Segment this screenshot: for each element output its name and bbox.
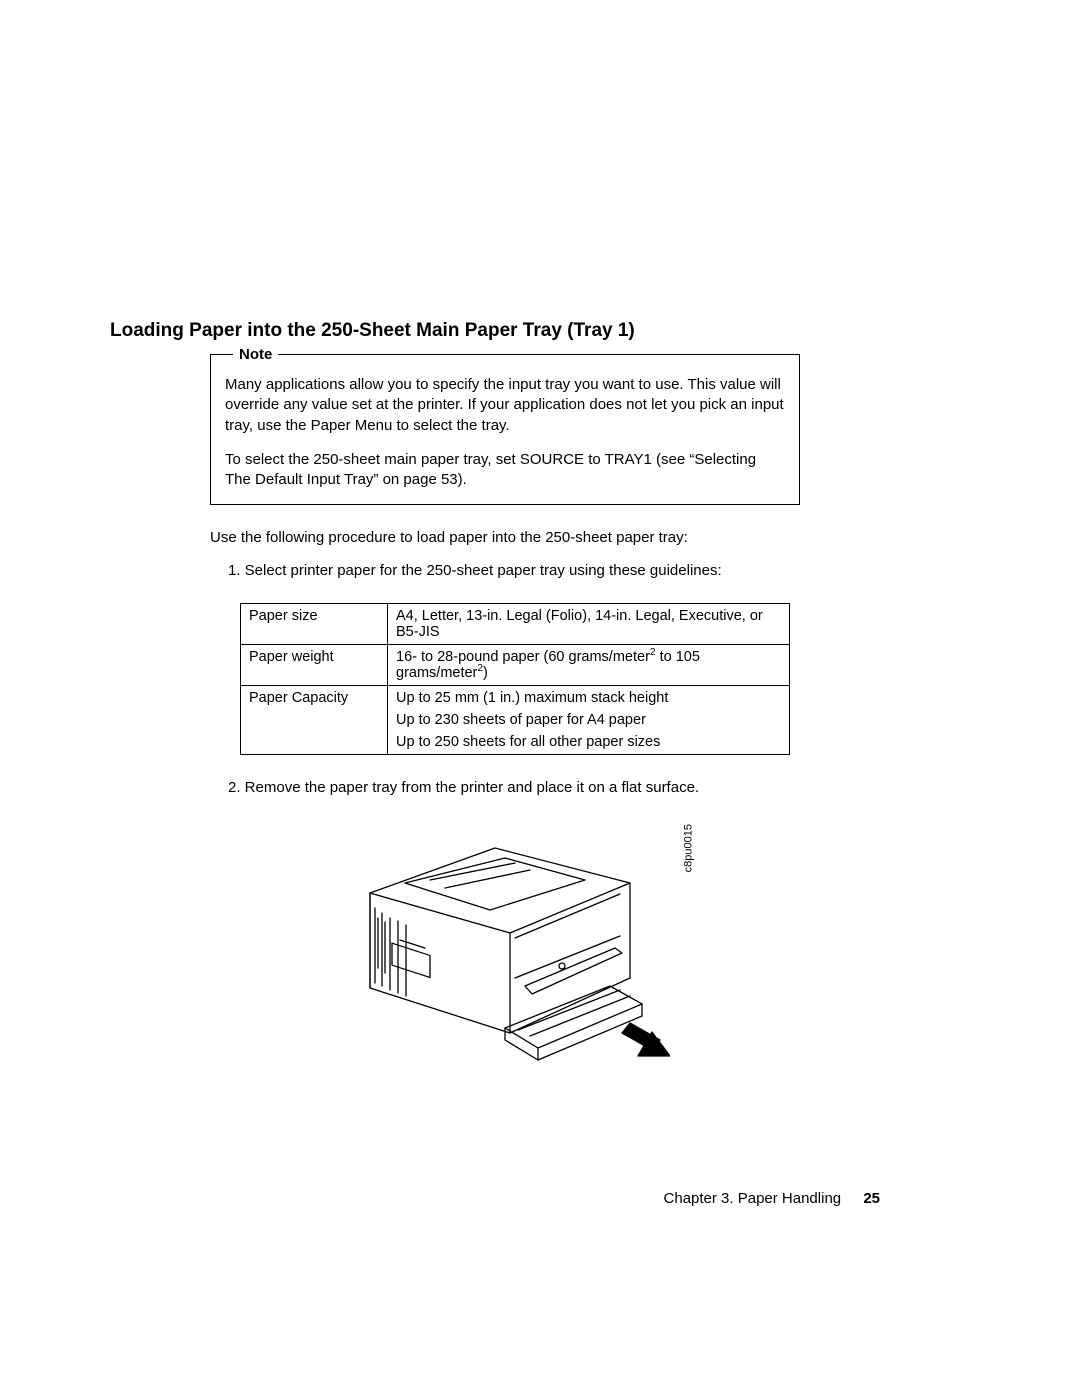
capacity-line: Up to 230 sheets of paper for A4 paper: [396, 712, 781, 728]
note-paragraph-1: Many applications allow you to specify t…: [225, 375, 785, 436]
page-footer: Chapter 3. Paper Handling 25: [664, 1190, 880, 1207]
table-row: Paper weight 16- to 28-pound paper (60 g…: [241, 645, 790, 686]
step-1: 1. Select printer paper for the 250-shee…: [228, 560, 808, 581]
table-row: Paper Capacity Up to 25 mm (1 in.) maxim…: [241, 686, 790, 755]
capacity-line: Up to 25 mm (1 in.) maximum stack height: [396, 690, 781, 706]
spec-label: Paper weight: [241, 645, 388, 686]
note-paragraph-2: To select the 250-sheet main paper tray,…: [225, 450, 785, 491]
step-2: 2. Remove the paper tray from the printe…: [228, 777, 808, 798]
section-title: Loading Paper into the 250-Sheet Main Pa…: [110, 320, 900, 342]
figure-label: c8pu0015: [682, 824, 694, 872]
spec-value: 16- to 28-pound paper (60 grams/meter2 t…: [388, 645, 790, 686]
text-fragment: 16- to 28-pound paper (60 grams/meter: [396, 649, 650, 665]
spec-value: Up to 25 mm (1 in.) maximum stack height…: [388, 686, 790, 755]
spec-table: Paper size A4, Letter, 13-in. Legal (Fol…: [240, 603, 790, 755]
printer-figure: c8pu0015: [330, 818, 670, 1073]
footer-page-number: 25: [863, 1190, 880, 1207]
spec-label: Paper Capacity: [241, 686, 388, 755]
note-label: Note: [233, 345, 278, 365]
printer-illustration-icon: [330, 818, 670, 1068]
note-box: Note Many applications allow you to spec…: [210, 354, 800, 505]
text-fragment: ): [483, 665, 488, 681]
capacity-line: Up to 250 sheets for all other paper siz…: [396, 734, 781, 750]
table-row: Paper size A4, Letter, 13-in. Legal (Fol…: [241, 604, 790, 645]
intro-text: Use the following procedure to load pape…: [210, 527, 770, 548]
spec-value: A4, Letter, 13-in. Legal (Folio), 14-in.…: [388, 604, 790, 645]
footer-chapter: Chapter 3. Paper Handling: [664, 1190, 842, 1207]
spec-label: Paper size: [241, 604, 388, 645]
